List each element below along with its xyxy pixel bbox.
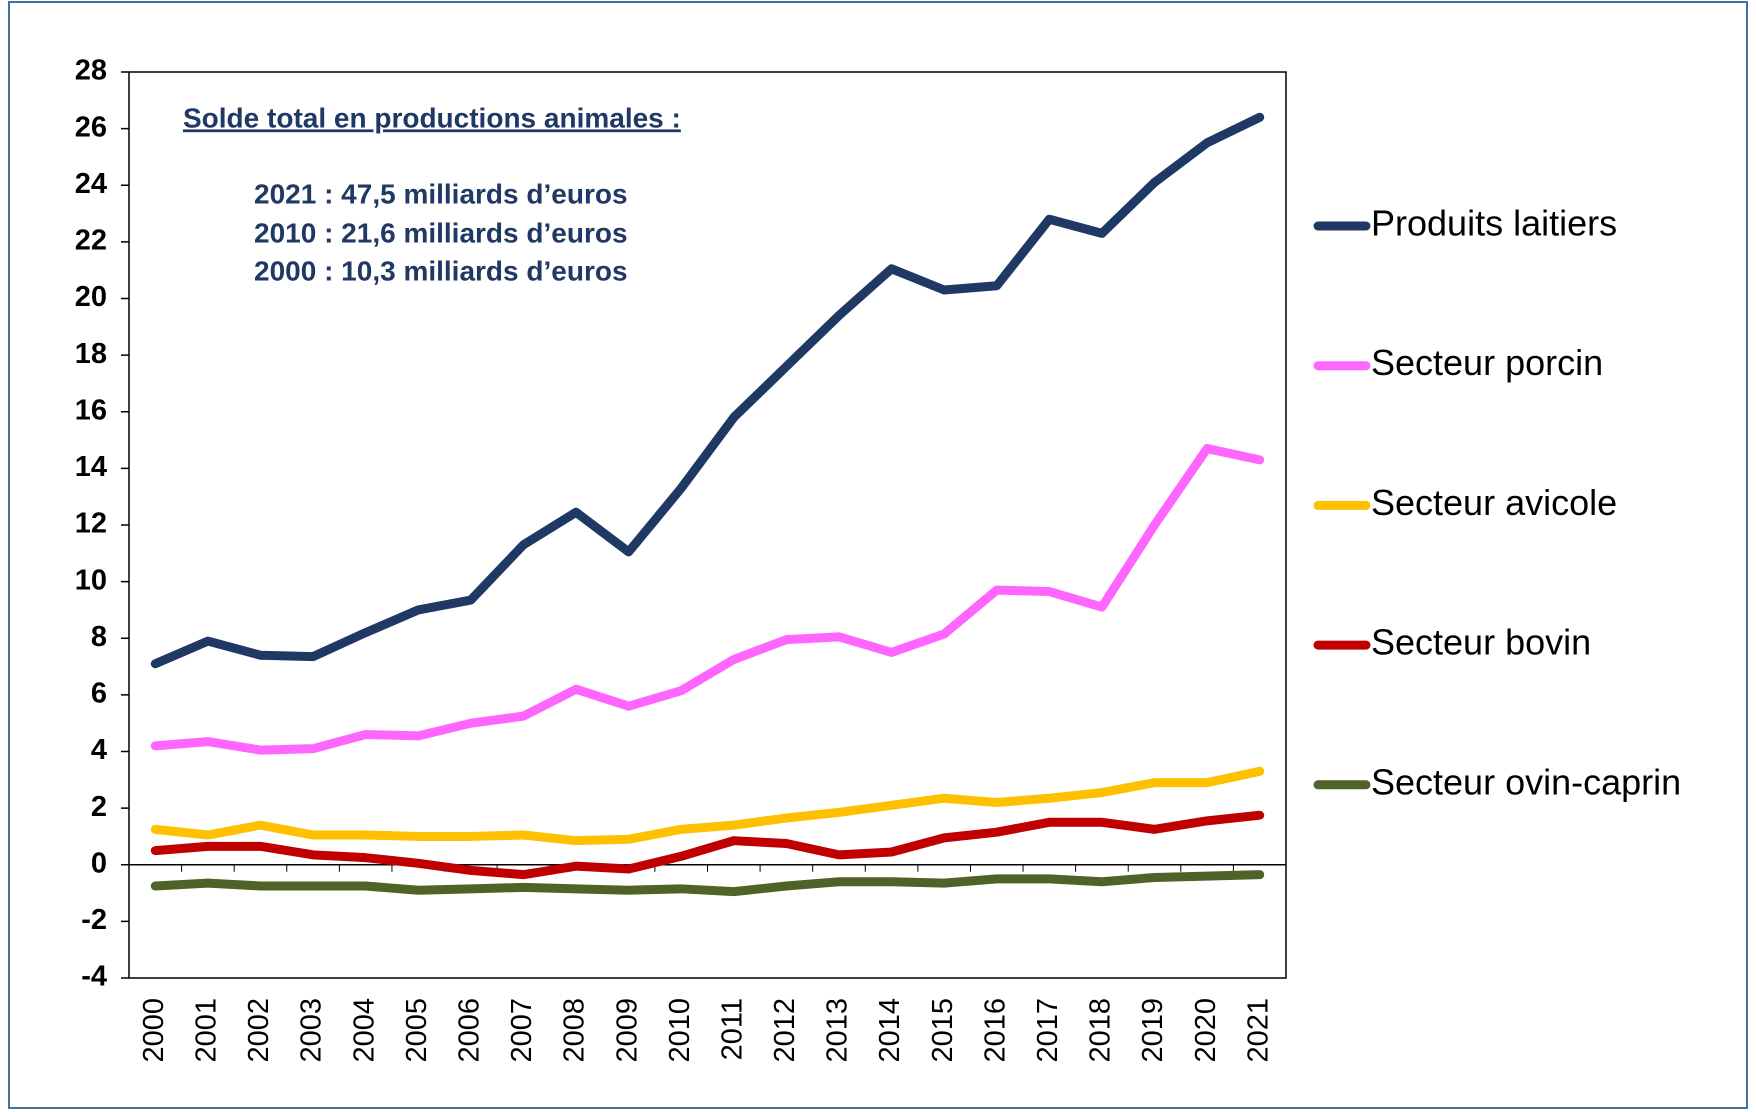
legend-label: Secteur avicole	[1371, 482, 1617, 523]
x-tick-label: 2021	[1242, 998, 1274, 1063]
series-line	[150, 444, 1265, 755]
x-tick-label: 2010	[664, 998, 696, 1063]
y-tick-label: 24	[75, 168, 107, 200]
x-tick-label: 2000	[138, 998, 170, 1063]
x-tick-label: 2008	[559, 998, 591, 1063]
x-tick-label: 2003	[296, 998, 328, 1063]
annotation: 2021 : 47,5 milliards d’euros	[254, 178, 628, 209]
x-tick-label: 2001	[191, 998, 223, 1063]
x-tick-label: 2012	[769, 998, 801, 1063]
y-tick-label: 2	[91, 791, 107, 823]
y-tick-label: 22	[75, 225, 107, 257]
x-tick-label: 2009	[611, 998, 643, 1063]
y-tick-label: 4	[91, 734, 107, 766]
series-line	[150, 870, 1265, 897]
x-tick-label: 2016	[979, 998, 1011, 1063]
y-tick-label: 0	[91, 847, 107, 879]
chart-border	[8, 1, 1748, 1109]
y-tick-label: 16	[75, 394, 107, 426]
legend-label: Produits laitiers	[1371, 203, 1617, 244]
x-tick-label: 2013	[822, 998, 854, 1063]
series-line	[150, 112, 1265, 669]
y-tick-label: 6	[91, 678, 107, 710]
x-tick-label: 2005	[401, 998, 433, 1063]
x-tick-label: 2011	[716, 998, 748, 1060]
y-tick-label: -2	[81, 904, 107, 936]
series-line	[150, 810, 1265, 880]
annotation: 2010 : 21,6 milliards d’euros	[254, 217, 628, 248]
y-tick-label: 18	[75, 338, 107, 370]
annotation: 2000 : 10,3 milliards d’euros	[254, 255, 628, 286]
x-tick-label: 2017	[1032, 998, 1064, 1063]
x-tick-label: 2018	[1085, 998, 1117, 1063]
x-tick-label: 2020	[1190, 998, 1222, 1063]
x-tick-label: 2006	[453, 998, 485, 1063]
y-tick-label: 12	[75, 508, 107, 540]
y-tick-label: 14	[75, 451, 107, 483]
y-tick-label: -4	[81, 961, 107, 993]
x-tick-label: 2004	[348, 998, 380, 1063]
y-tick-label: 20	[75, 281, 107, 313]
y-tick-label: 26	[75, 111, 107, 143]
legend-label: Secteur porcin	[1371, 342, 1603, 383]
legend-label: Secteur bovin	[1371, 622, 1591, 663]
x-tick-label: 2015	[927, 998, 959, 1063]
y-tick-label: 8	[91, 621, 107, 653]
x-tick-label: 2019	[1137, 998, 1169, 1063]
annotation-title: Solde total en productions animales :	[183, 102, 681, 133]
x-tick-label: 2014	[874, 998, 906, 1063]
x-tick-label: 2002	[243, 998, 275, 1063]
legend-label: Secteur ovin-caprin	[1371, 761, 1681, 802]
series-line	[150, 766, 1265, 846]
y-tick-label: 28	[75, 55, 107, 87]
x-tick-label: 2007	[506, 998, 538, 1063]
y-tick-label: 10	[75, 564, 107, 596]
